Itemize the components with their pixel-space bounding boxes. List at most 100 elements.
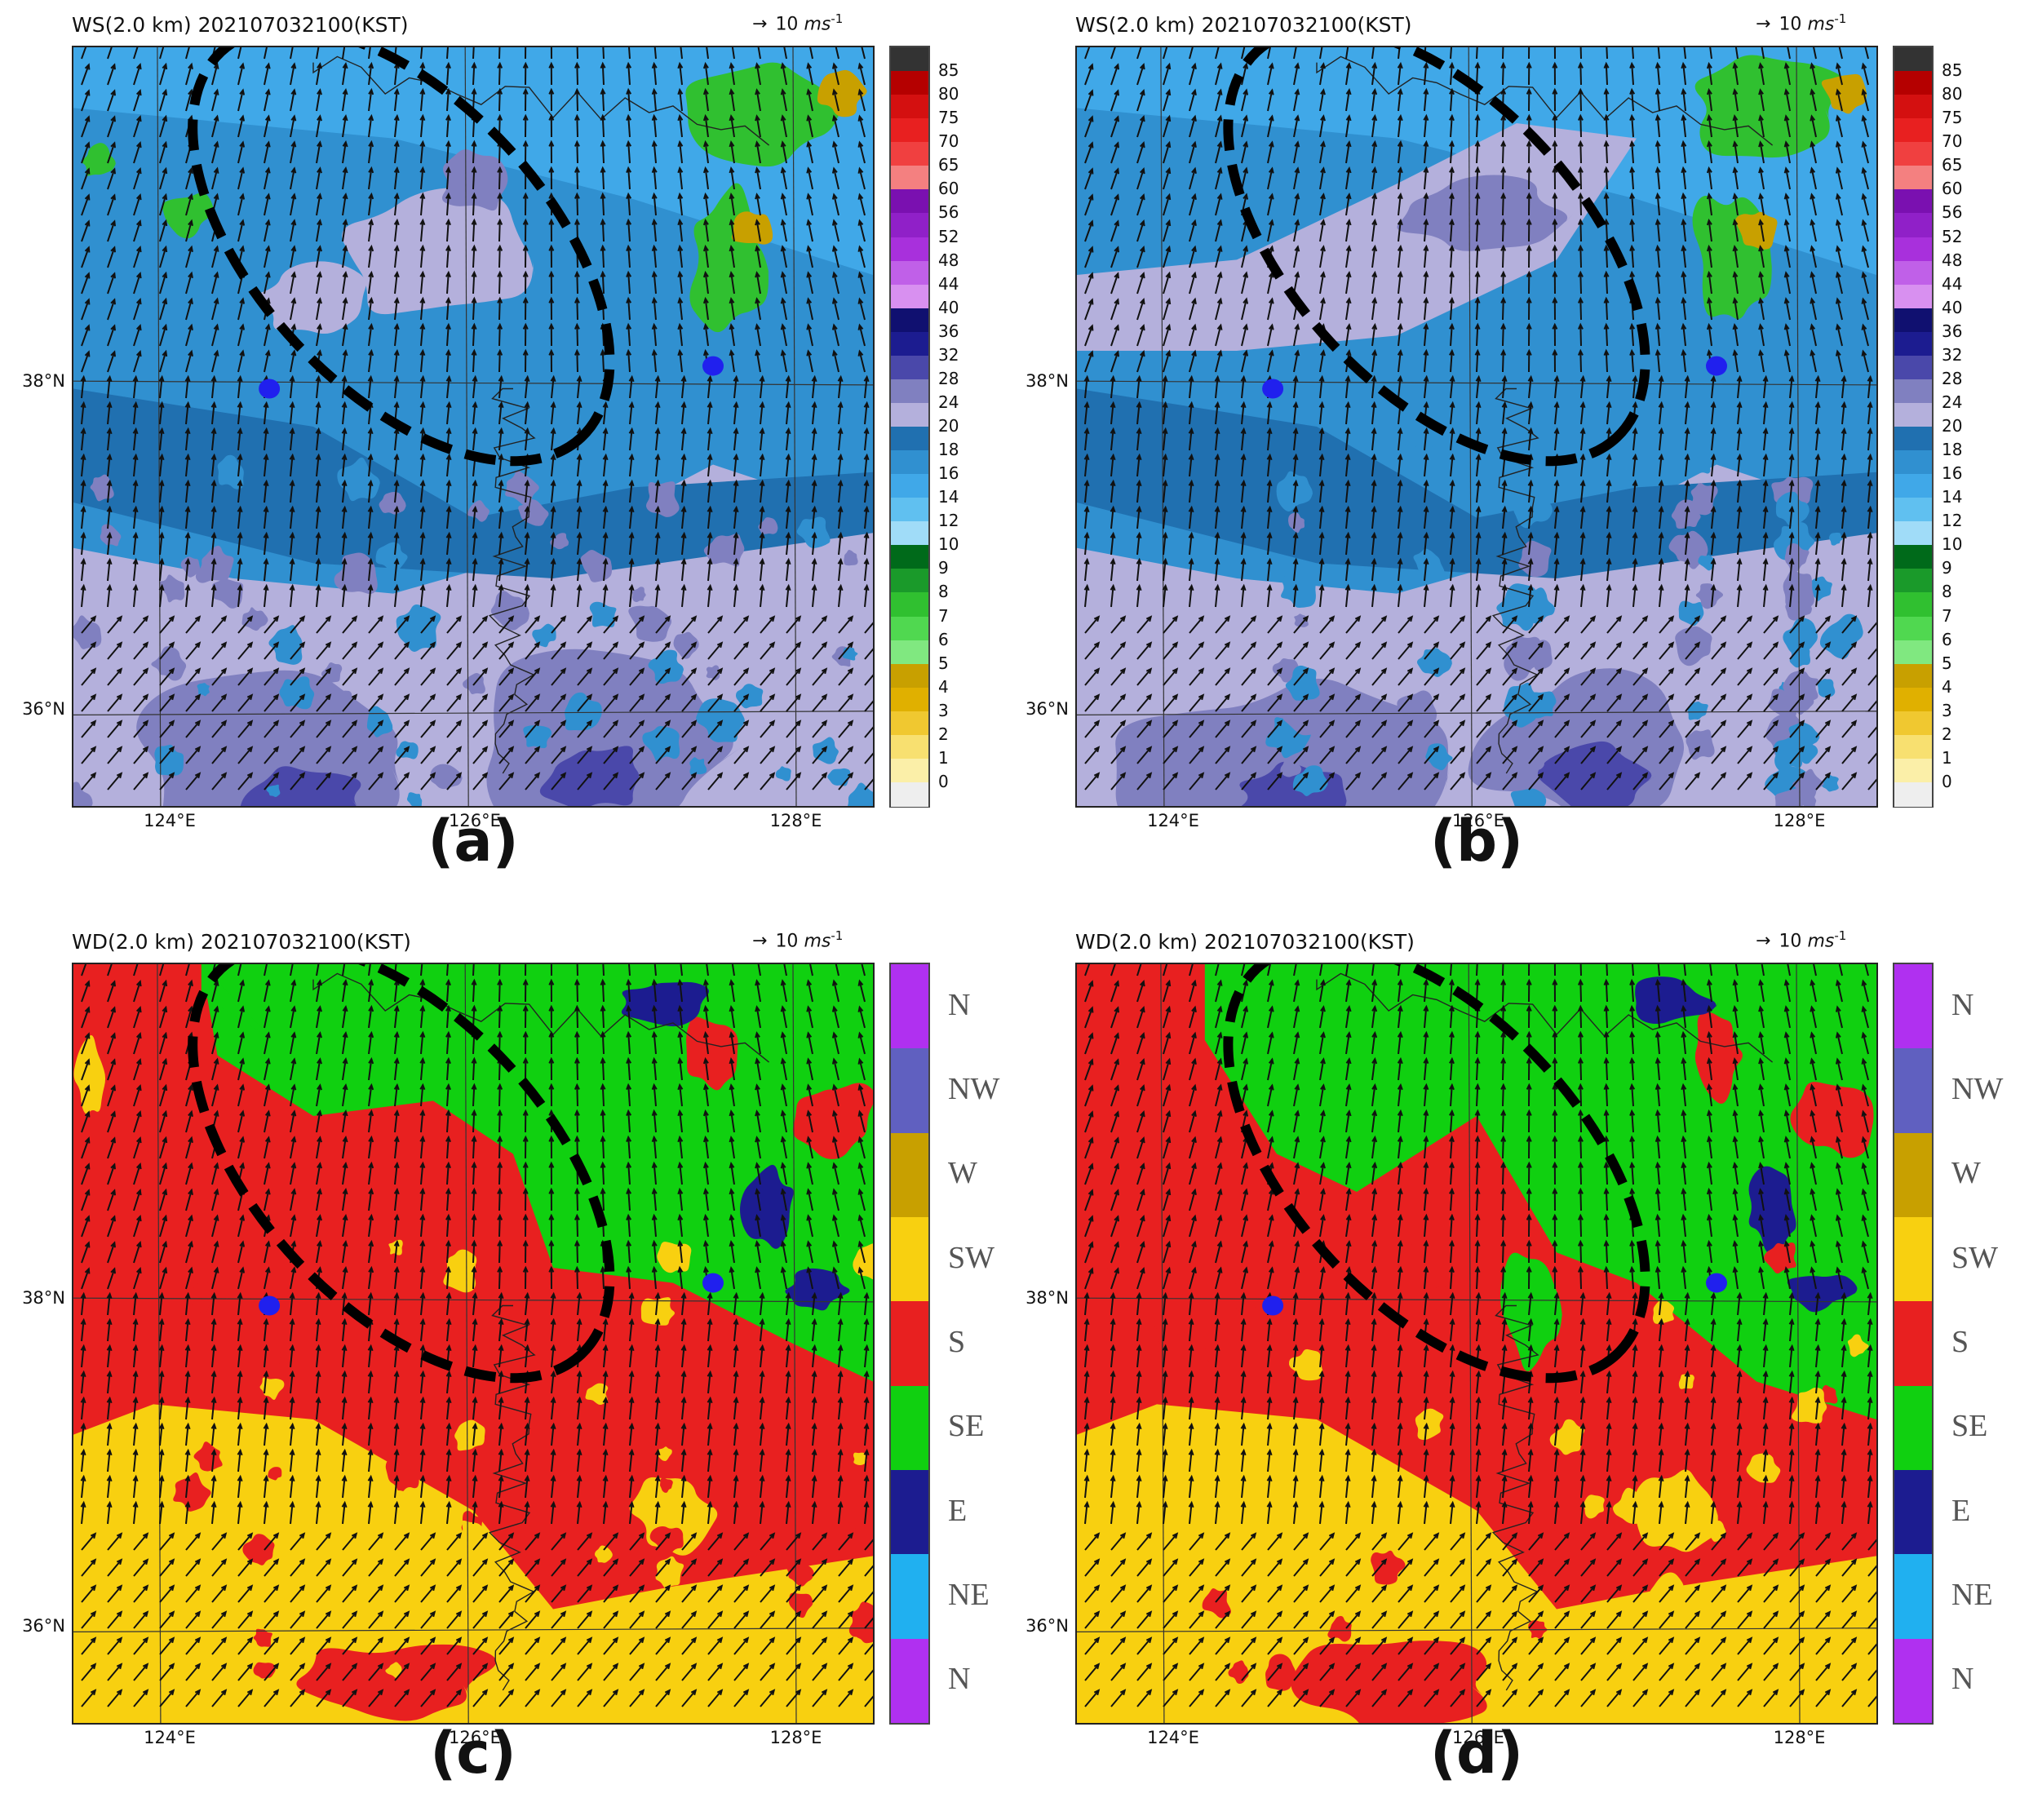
lon-tick-label: 124°E [144,811,196,830]
colorbar-segment [891,1132,928,1218]
colorbar-segment [1894,734,1932,759]
panel-title: WS(2.0 km) 202107032100(KST) [72,13,409,37]
colorbar-label: 44 [1942,273,1963,294]
colorbar-label: 20 [938,416,959,436]
colorbar-segment [891,95,928,119]
wind-ref-unit: ms [1807,14,1835,35]
station-marker [1262,379,1284,399]
colorbar-segment [891,1638,928,1724]
wind-direction-map [72,963,875,1725]
colorbar-label: 80 [938,84,959,104]
wind-direction-map [1075,963,1878,1725]
lon-tick-label: 124°E [1147,811,1199,830]
colorbar-label: 5 [938,653,949,673]
colorbar-segment [1894,95,1932,119]
wind-arrow-icon: → [752,931,768,952]
colorbar-segment [1894,189,1932,214]
direction-colorbar [889,963,930,1725]
colorbar-segment [891,474,928,498]
colorbar-segment [891,427,928,451]
wind-reference: → 10 ms-1 [752,928,843,951]
colorbar-label: 36 [938,321,959,341]
colorbar-segment [891,71,928,95]
panel-letter: (c) [430,1720,516,1787]
colorbar-label: 28 [938,368,959,388]
colorbar-segment [1894,331,1932,356]
colorbar-segment [1894,213,1932,237]
colorbar-label: 6 [1942,629,1952,649]
colorbar-label: SW [1951,1240,1998,1275]
lat-tick-label: 38°N [1026,370,1069,391]
colorbar-label: 44 [938,273,959,294]
highlight-ellipse [1223,47,1650,467]
colorbar-segment [1894,427,1932,451]
colorbar-label: SW [948,1240,994,1275]
lon-tick-label: 126°E [1452,811,1504,830]
station-marker [702,356,724,376]
wind-reference: → 10 ms-1 [752,11,843,34]
colorbar-segment [1894,1132,1932,1218]
colorbar-segment [1894,498,1932,522]
colorbar-label: 8 [1942,582,1952,602]
colorbar-label: 20 [1942,416,1963,436]
colorbar-label: 56 [938,202,959,223]
colorbar-label: 1 [1942,747,1952,768]
colorbar-segment [891,189,928,214]
colorbar-segment [1894,402,1932,427]
station-marker [1262,1295,1284,1316]
lon-tick-label: 128°E [769,811,822,830]
lon-tick-label: 124°E [144,1728,196,1747]
lat-tick-label: 38°N [22,370,65,391]
colorbar-label: 70 [1942,131,1963,152]
colorbar-label: 0 [1942,771,1952,791]
lon-tick-label: 128°E [1773,1728,1826,1747]
colorbar-label: 9 [1942,558,1952,578]
colorbar-label: 85 [938,60,959,81]
colorbar-segment [1894,663,1932,689]
colorbar-segment [1894,1048,1932,1134]
colorbar-segment [891,1217,928,1302]
colorbar-label: 24 [938,392,959,412]
colorbar-label: 48 [938,250,959,270]
colorbar-label: 5 [1942,653,1952,673]
colorbar-label: 65 [1942,155,1963,175]
colorbar-label: 9 [938,558,949,578]
colorbar-segment [1894,964,1932,1049]
colorbar-segment [1894,308,1932,333]
colorbar-segment [891,213,928,237]
wind-ref-unit: ms [804,931,831,952]
lat-tick-label: 36°N [1026,698,1069,719]
colorbar-segment [891,663,928,689]
colorbar-segment [1894,166,1932,190]
colorbar-label: 4 [938,676,949,697]
colorbar-segment [1894,640,1932,665]
colorbar-label: 7 [1942,605,1952,626]
colorbar-segment [1894,260,1932,286]
colorbar-label: 2 [1942,724,1952,744]
panel-title: WS(2.0 km) 202107032100(KST) [1075,13,1412,37]
colorbar-segment [891,260,928,286]
lat-tick-label: 36°N [22,1615,65,1636]
lat-tick-label: 38°N [22,1287,65,1308]
colorbar-segment [1894,284,1932,309]
colorbar-label: 48 [1942,250,1963,270]
colorbar-segment [891,237,928,262]
colorbar-segment [891,782,928,807]
speed-colorbar [889,46,930,808]
colorbar-label: N [948,1662,971,1697]
colorbar-segment [891,142,928,166]
colorbar-segment [891,402,928,427]
lon-tick-label: 128°E [769,1728,822,1747]
colorbar-label: 14 [1942,487,1963,507]
colorbar-label: 32 [1942,344,1963,365]
colorbar-label: SE [1951,1409,1988,1444]
colorbar-label: N [1951,1662,1974,1697]
lat-tick-label: 36°N [1026,1615,1069,1636]
lat-tick-label: 38°N [1026,1287,1069,1308]
colorbar-segment [1894,71,1932,95]
colorbar-label: SE [948,1409,985,1444]
colorbar-segment [891,308,928,333]
panel-title: WD(2.0 km) 202107032100(KST) [1075,930,1415,954]
lon-tick-label: 126°E [449,1728,501,1747]
colorbar-label: 10 [938,534,959,555]
